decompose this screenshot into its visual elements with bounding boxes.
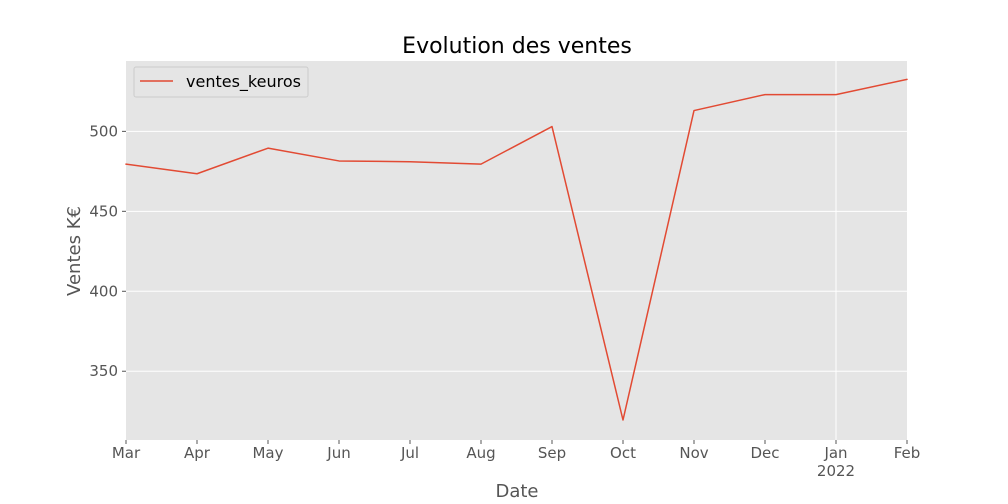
x-tick-label: Jul — [400, 444, 419, 462]
y-tick-label: 400 — [89, 282, 118, 300]
y-tick-label: 500 — [89, 122, 118, 140]
tick-layer: 350 400 450 500 Mar Apr May Jun Jul Aug Sep Oct Nov D… — [89, 122, 920, 480]
x-tick-label: Nov — [679, 444, 708, 462]
x-tick-label: Oct — [610, 444, 636, 462]
plot-area — [126, 61, 907, 440]
y-tick-label: 350 — [89, 362, 118, 380]
x-tick-label: May — [252, 444, 283, 462]
x-axis-label: Date — [495, 481, 538, 502]
y-axis-label: Ventes K€ — [64, 206, 85, 296]
x-year-label: 2022 — [817, 462, 855, 480]
series-layer — [125, 78, 908, 421]
x-tick-label: Mar — [112, 444, 141, 462]
grid-lines — [126, 61, 907, 440]
series-line-0 — [125, 78, 908, 421]
legend-box — [133, 66, 309, 98]
legend-label: ventes_keuros — [186, 72, 301, 92]
y-tick-label: 450 — [89, 202, 118, 220]
chart-title: Evolution des ventes — [402, 34, 632, 59]
x-tick-label: Jun — [326, 444, 350, 462]
x-tick-label: Feb — [894, 444, 921, 462]
x-tick-label: Jan — [823, 444, 847, 462]
legend: ventes_keuros — [133, 66, 309, 98]
x-tick-label: Dec — [750, 444, 779, 462]
x-tick-label: Apr — [184, 444, 211, 462]
x-tick-label: Sep — [538, 444, 566, 462]
x-tick-label: Aug — [466, 444, 495, 462]
